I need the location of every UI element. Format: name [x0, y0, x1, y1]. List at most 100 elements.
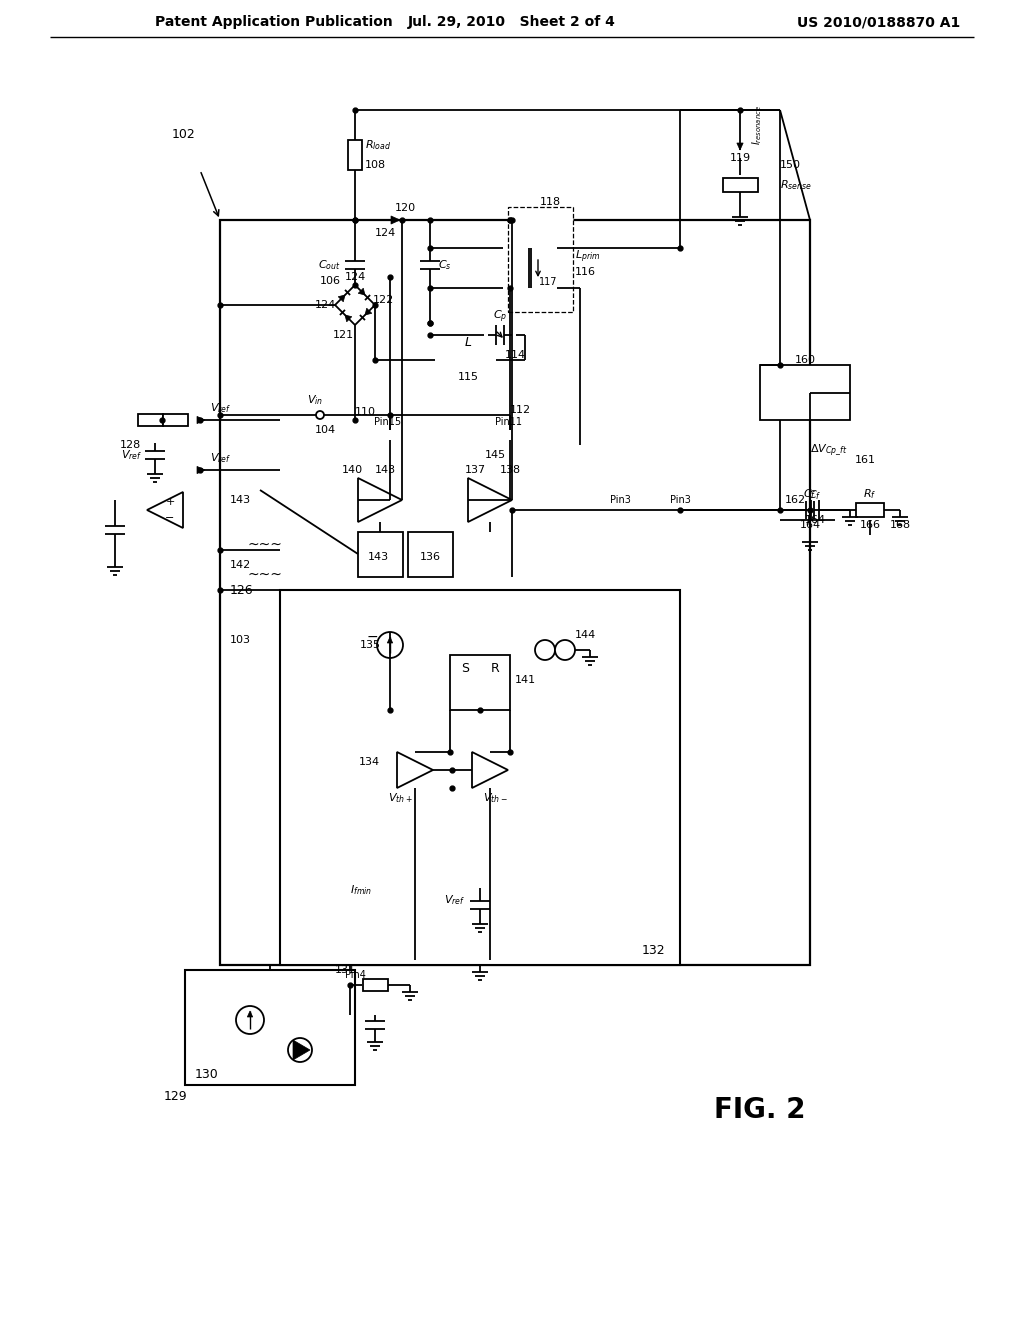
Text: 104: 104 [314, 425, 336, 436]
Bar [856, 503, 884, 517]
Polygon shape [387, 638, 392, 643]
Polygon shape [293, 1040, 310, 1060]
Text: 160: 160 [795, 355, 815, 366]
Text: $C_p$: $C_p$ [493, 309, 507, 325]
Text: 168: 168 [890, 520, 910, 531]
Text: $V_{ref}$: $V_{ref}$ [121, 447, 142, 462]
Bar [508, 207, 573, 312]
Text: Pin15: Pin15 [375, 417, 401, 426]
Polygon shape [358, 478, 402, 521]
Bar [348, 140, 362, 170]
Polygon shape [248, 1011, 253, 1016]
Text: $C_f$: $C_f$ [803, 487, 817, 500]
Text: 115: 115 [458, 372, 478, 381]
Text: R: R [490, 661, 500, 675]
Text: 102: 102 [171, 128, 195, 141]
Text: −: − [165, 513, 175, 523]
Text: Patent Application Publication: Patent Application Publication [155, 15, 393, 29]
Bar [450, 655, 510, 710]
Circle shape [288, 1038, 312, 1063]
Text: 119: 119 [729, 153, 751, 162]
Polygon shape [197, 416, 205, 424]
Polygon shape [358, 288, 365, 294]
Text: 138: 138 [500, 465, 520, 475]
Text: $I_{fmin}$: $I_{fmin}$ [350, 883, 372, 896]
Text: 129: 129 [163, 1090, 186, 1104]
Polygon shape [345, 315, 352, 322]
Text: −: − [367, 630, 378, 644]
Text: 121: 121 [333, 330, 353, 341]
Text: $C_s$: $C_s$ [438, 259, 452, 272]
Polygon shape [147, 492, 183, 528]
Text: 114: 114 [505, 350, 525, 360]
Text: ~~~: ~~~ [248, 539, 283, 552]
Text: 106: 106 [319, 276, 341, 286]
Bar [220, 220, 810, 965]
Text: 124: 124 [344, 272, 366, 282]
Text: 166: 166 [859, 520, 881, 531]
Text: 143: 143 [229, 495, 251, 506]
Bar [362, 979, 387, 991]
Text: 122: 122 [373, 294, 393, 305]
Circle shape [535, 640, 555, 660]
Polygon shape [338, 294, 345, 302]
Text: Pin3: Pin3 [609, 495, 631, 506]
Text: 131: 131 [335, 965, 355, 975]
Text: 142: 142 [229, 560, 251, 570]
Text: 143: 143 [375, 465, 395, 475]
Bar [723, 178, 758, 191]
Text: 145: 145 [484, 450, 506, 459]
Text: 124: 124 [375, 228, 395, 238]
Polygon shape [391, 216, 400, 224]
Text: 141: 141 [514, 675, 536, 685]
Text: 134: 134 [358, 756, 380, 767]
Text: $R_f$: $R_f$ [863, 487, 877, 500]
Text: $C_{out}$: $C_{out}$ [318, 259, 341, 272]
Bar [408, 532, 453, 577]
Text: L: L [465, 337, 471, 350]
Circle shape [555, 640, 575, 660]
Text: ~~~: ~~~ [248, 568, 283, 582]
Text: 108: 108 [365, 160, 386, 170]
Text: 124: 124 [314, 300, 336, 310]
Bar [163, 414, 187, 426]
Text: $V_{in}$: $V_{in}$ [307, 393, 324, 407]
Text: $I_{resonance}$: $I_{resonance}$ [750, 106, 764, 145]
Polygon shape [737, 143, 743, 150]
Text: $R_{sense}$: $R_{sense}$ [780, 178, 812, 191]
Text: US 2010/0188870 A1: US 2010/0188870 A1 [797, 15, 961, 29]
Text: 130: 130 [195, 1068, 219, 1081]
Text: Pin3: Pin3 [670, 495, 690, 506]
Text: $V_{ref}$: $V_{ref}$ [443, 894, 465, 907]
Text: $C_f$: $C_f$ [808, 488, 821, 502]
Text: 120: 120 [394, 203, 416, 213]
Text: 144: 144 [574, 630, 596, 640]
Text: 118: 118 [540, 197, 560, 207]
Text: 103: 103 [229, 635, 251, 645]
Polygon shape [365, 308, 372, 315]
Text: $R_{load}$: $R_{load}$ [365, 139, 391, 152]
Text: $\Delta V_{Cp\_ft}$: $\Delta V_{Cp\_ft}$ [810, 442, 848, 458]
Text: 126: 126 [230, 583, 254, 597]
Circle shape [236, 1006, 264, 1034]
Text: FIG. 2: FIG. 2 [715, 1096, 806, 1125]
Text: 164: 164 [805, 515, 825, 525]
Text: $L_{prim}$: $L_{prim}$ [575, 248, 600, 265]
Polygon shape [468, 478, 512, 521]
Bar [280, 590, 680, 965]
Text: Pin11: Pin11 [495, 417, 521, 426]
Text: S: S [461, 661, 469, 675]
Text: 137: 137 [465, 465, 485, 475]
Text: 128: 128 [120, 440, 140, 450]
Polygon shape [197, 466, 205, 474]
Bar [185, 970, 355, 1085]
Text: +: + [165, 498, 175, 507]
Text: $V_{th+}$: $V_{th+}$ [388, 791, 413, 805]
Text: 116: 116 [575, 267, 596, 277]
Text: Pin4: Pin4 [344, 970, 366, 979]
Text: 164: 164 [800, 520, 820, 531]
Text: 135: 135 [359, 640, 381, 649]
Bar [137, 414, 163, 426]
Circle shape [377, 632, 403, 657]
Text: 117: 117 [539, 277, 557, 286]
